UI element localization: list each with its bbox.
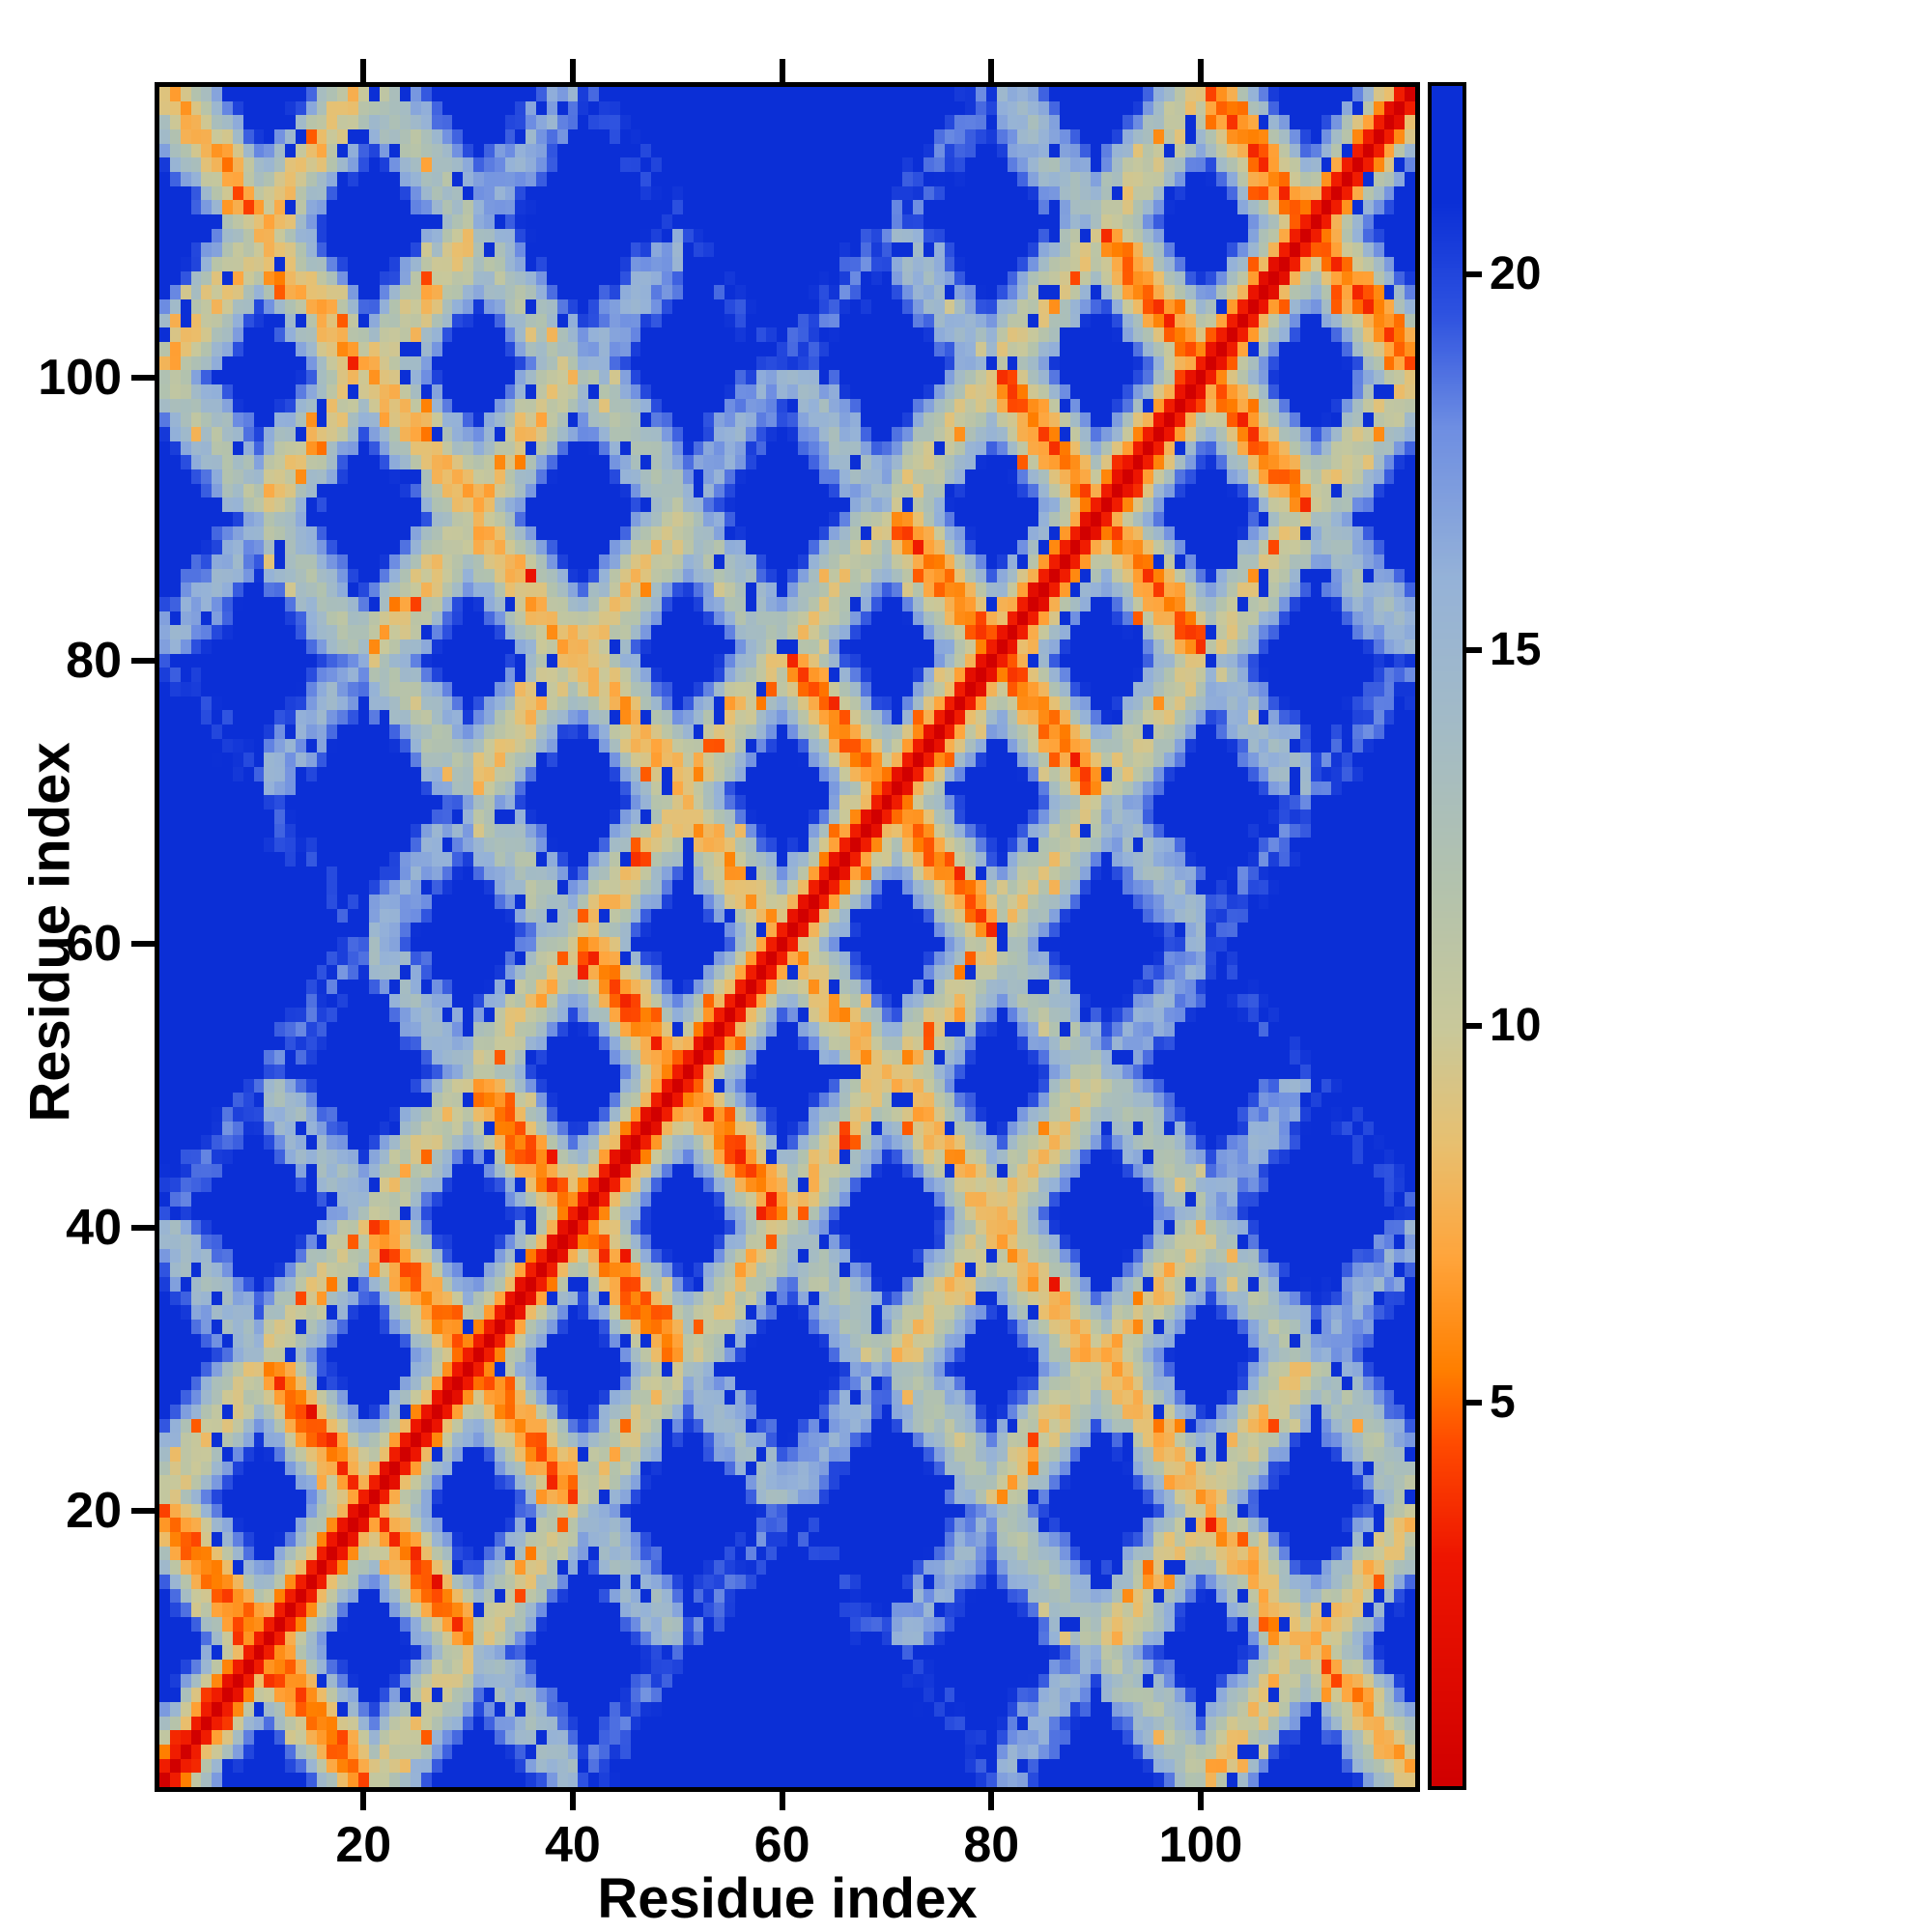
x-tick-label: 80: [963, 1817, 1020, 1873]
x-tick-label: 100: [1158, 1817, 1243, 1873]
colorbar-tick: [1466, 270, 1482, 277]
y-tick-label: 20: [66, 1483, 122, 1539]
x-tick: [360, 1787, 367, 1810]
x-tick-top: [988, 59, 995, 82]
colorbar-canvas: [1432, 86, 1463, 1786]
y-tick-label: 40: [66, 1199, 122, 1256]
x-tick: [569, 1787, 576, 1810]
colorbar-tick-label: 20: [1490, 247, 1542, 299]
y-tick-label: 60: [66, 916, 122, 973]
x-tick: [1197, 1787, 1204, 1810]
colorbar-tick-label: 5: [1490, 1376, 1516, 1428]
y-tick-label: 80: [66, 633, 122, 689]
x-tick-top: [360, 59, 367, 82]
x-axis-label: Residue index: [597, 1867, 978, 1930]
x-tick-label: 20: [335, 1817, 392, 1873]
x-tick-label: 40: [544, 1817, 601, 1873]
colorbar-tick-label: 10: [1490, 1000, 1542, 1052]
y-tick: [131, 941, 155, 948]
colorbar: [1428, 82, 1466, 1790]
heatmap-plot: [155, 82, 1420, 1792]
colorbar-tick: [1466, 647, 1482, 653]
colorbar-tick-label: 15: [1490, 624, 1542, 675]
y-tick: [131, 658, 155, 664]
x-tick: [779, 1787, 785, 1810]
colorbar-tick: [1466, 1399, 1482, 1406]
x-tick-top: [569, 59, 576, 82]
x-tick-label: 60: [753, 1817, 810, 1873]
x-tick-top: [779, 59, 785, 82]
heatmap-canvas: [159, 87, 1415, 1787]
y-tick: [131, 1224, 155, 1231]
x-tick-top: [1197, 59, 1204, 82]
y-tick: [131, 374, 155, 381]
colorbar-tick: [1466, 1023, 1482, 1030]
x-tick: [988, 1787, 995, 1810]
y-tick: [131, 1508, 155, 1514]
y-tick-label: 100: [38, 349, 122, 406]
